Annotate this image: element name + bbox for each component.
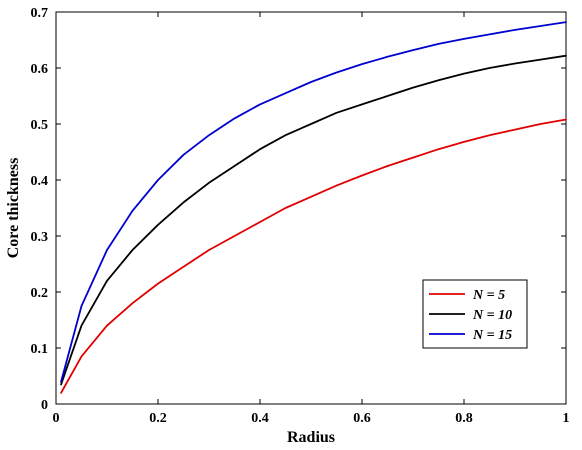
series-line-3 bbox=[60, 21, 567, 383]
x-axis-ticks: 0 0.2 0.4 0.6 0.8 1 bbox=[53, 12, 570, 426]
x-tick-label: 1 bbox=[563, 411, 570, 426]
series-lines bbox=[60, 21, 567, 394]
y-tick-label: 0.1 bbox=[31, 342, 49, 357]
y-tick-label: 0.5 bbox=[31, 118, 49, 133]
y-tick-label: 0.2 bbox=[31, 286, 49, 301]
y-tick-label: 0.4 bbox=[31, 174, 49, 189]
plot-frame bbox=[55, 11, 567, 405]
y-tick-label: 0 bbox=[41, 398, 48, 413]
y-axis-ticks: 0 0.1 0.2 0.3 0.4 0.5 0.6 0.7 bbox=[31, 6, 566, 413]
y-axis-title: Core thickness bbox=[5, 158, 22, 259]
legend-label-2: N = 10 bbox=[472, 308, 512, 323]
x-axis-title: Radius bbox=[287, 429, 335, 446]
x-tick-label: 0.2 bbox=[149, 411, 167, 426]
series-line-1 bbox=[60, 118, 567, 394]
x-tick-label: 0 bbox=[53, 411, 60, 426]
x-tick-label: 0.8 bbox=[455, 411, 473, 426]
legend-label-1: N = 5 bbox=[472, 288, 505, 303]
series-line-2 bbox=[60, 54, 567, 386]
x-tick-label: 0.4 bbox=[251, 411, 269, 426]
y-tick-label: 0.3 bbox=[31, 230, 49, 245]
legend: N = 5 N = 10 N = 15 bbox=[422, 279, 528, 349]
y-tick-label: 0.7 bbox=[31, 6, 49, 21]
legend-label-3: N = 15 bbox=[472, 328, 512, 343]
y-tick-label: 0.6 bbox=[31, 62, 49, 77]
x-tick-label: 0.6 bbox=[353, 411, 371, 426]
